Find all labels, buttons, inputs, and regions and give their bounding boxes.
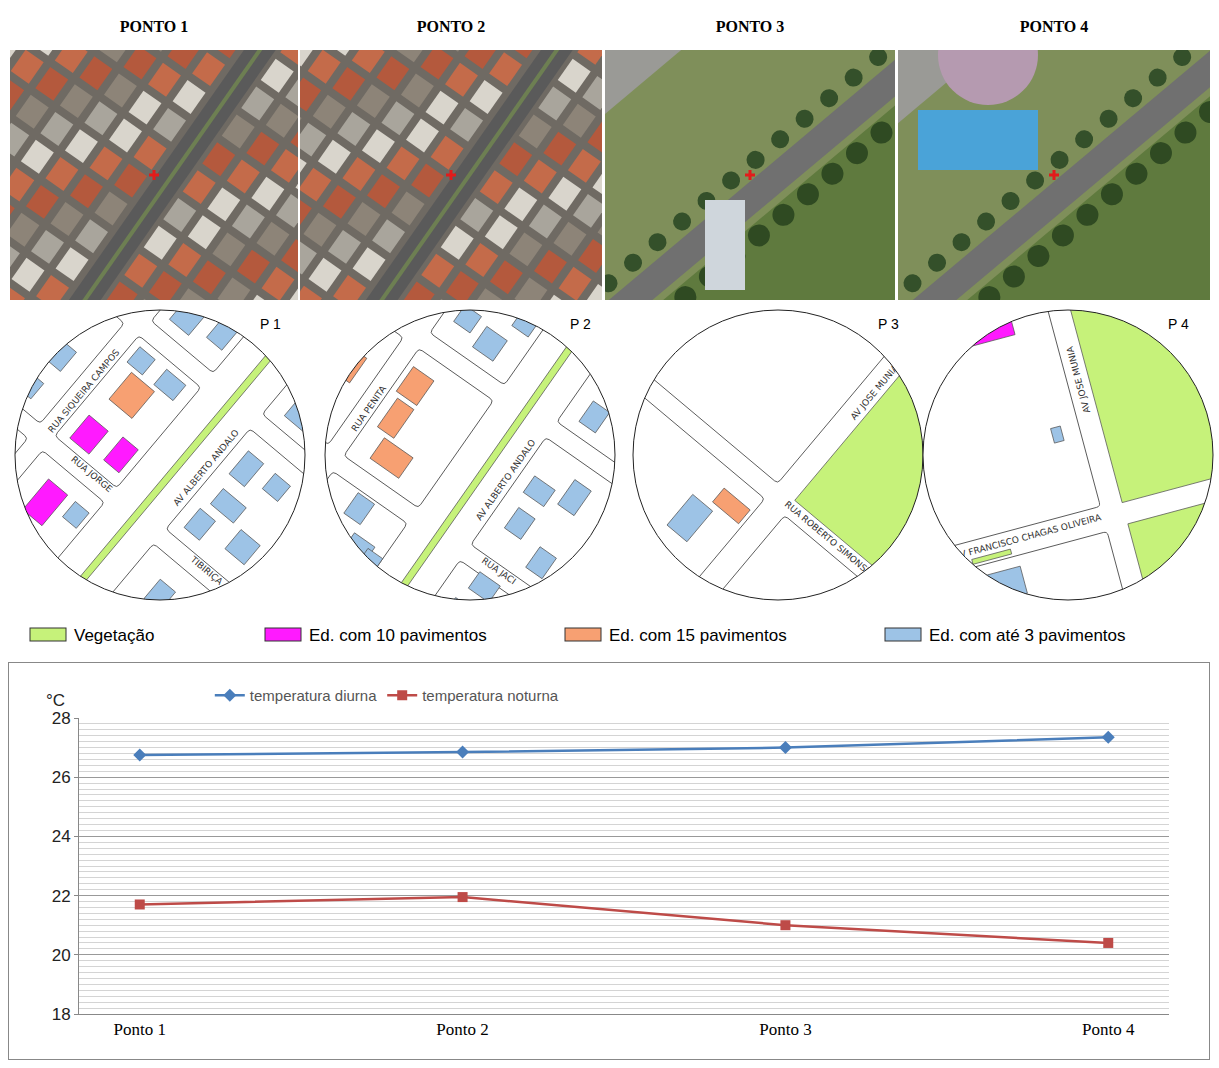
svg-text:Ponto 2: Ponto 2 bbox=[436, 1020, 488, 1039]
svg-text:RUA JORGE: RUA JORGE bbox=[69, 454, 114, 494]
svg-text:temperatura diurna: temperatura diurna bbox=[250, 687, 377, 704]
svg-text:P 3: P 3 bbox=[878, 316, 899, 332]
svg-text:Ponto 1: Ponto 1 bbox=[114, 1020, 166, 1039]
svg-text:RUA SIQUEIRA CAMPOS: RUA SIQUEIRA CAMPOS bbox=[46, 347, 122, 435]
svg-text:28: 28 bbox=[52, 709, 71, 728]
svg-text:26: 26 bbox=[52, 768, 71, 787]
svg-text:RUA JACI: RUA JACI bbox=[480, 556, 518, 587]
svg-text:Ed. com 10 pavimentos: Ed. com 10 pavimentos bbox=[309, 626, 487, 645]
svg-text:PONTO 4: PONTO 4 bbox=[1020, 18, 1089, 35]
svg-text:P 1: P 1 bbox=[260, 316, 281, 332]
svg-text:Ed. com até 3 pavimentos: Ed. com até 3 pavimentos bbox=[929, 626, 1126, 645]
svg-text:P 2: P 2 bbox=[570, 316, 591, 332]
svg-text:Ponto 4: Ponto 4 bbox=[1082, 1020, 1135, 1039]
svg-text:24: 24 bbox=[52, 827, 71, 846]
svg-text:AV ALBERTO ANDALO: AV ALBERTO ANDALO bbox=[474, 438, 537, 523]
svg-text:RUA ROBERTO SIMONSEN: RUA ROBERTO SIMONSEN bbox=[783, 499, 878, 581]
svg-text:P 4: P 4 bbox=[1168, 316, 1189, 332]
svg-text:Vegetação: Vegetação bbox=[74, 626, 154, 645]
svg-text:RUA PENITA: RUA PENITA bbox=[349, 383, 388, 433]
svg-text:AV JOSE MUNIA: AV JOSE MUNIA bbox=[849, 362, 901, 422]
svg-text:TIBIRIÇA: TIBIRIÇA bbox=[188, 554, 225, 587]
svg-text:Ed. com 15 pavimentos: Ed. com 15 pavimentos bbox=[609, 626, 787, 645]
svg-text:22: 22 bbox=[52, 887, 71, 906]
svg-text:PONTO 2: PONTO 2 bbox=[417, 18, 486, 35]
svg-text:PONTO 1: PONTO 1 bbox=[120, 18, 189, 35]
svg-text:18: 18 bbox=[52, 1005, 71, 1024]
svg-text:PONTO 3: PONTO 3 bbox=[716, 18, 785, 35]
svg-text:AV JOSE MUNIA: AV JOSE MUNIA bbox=[1064, 345, 1092, 415]
svg-text:20: 20 bbox=[52, 946, 71, 965]
svg-text:AV FRANCISCO CHAGAS OLIVEIRA: AV FRANCISCO CHAGAS OLIVEIRA bbox=[953, 512, 1103, 561]
svg-text:Ponto 3: Ponto 3 bbox=[759, 1020, 811, 1039]
svg-text:°C: °C bbox=[46, 691, 65, 710]
svg-text:AV ALBERTO ANDALO: AV ALBERTO ANDALO bbox=[171, 428, 241, 508]
svg-text:temperatura noturna: temperatura noturna bbox=[422, 687, 559, 704]
